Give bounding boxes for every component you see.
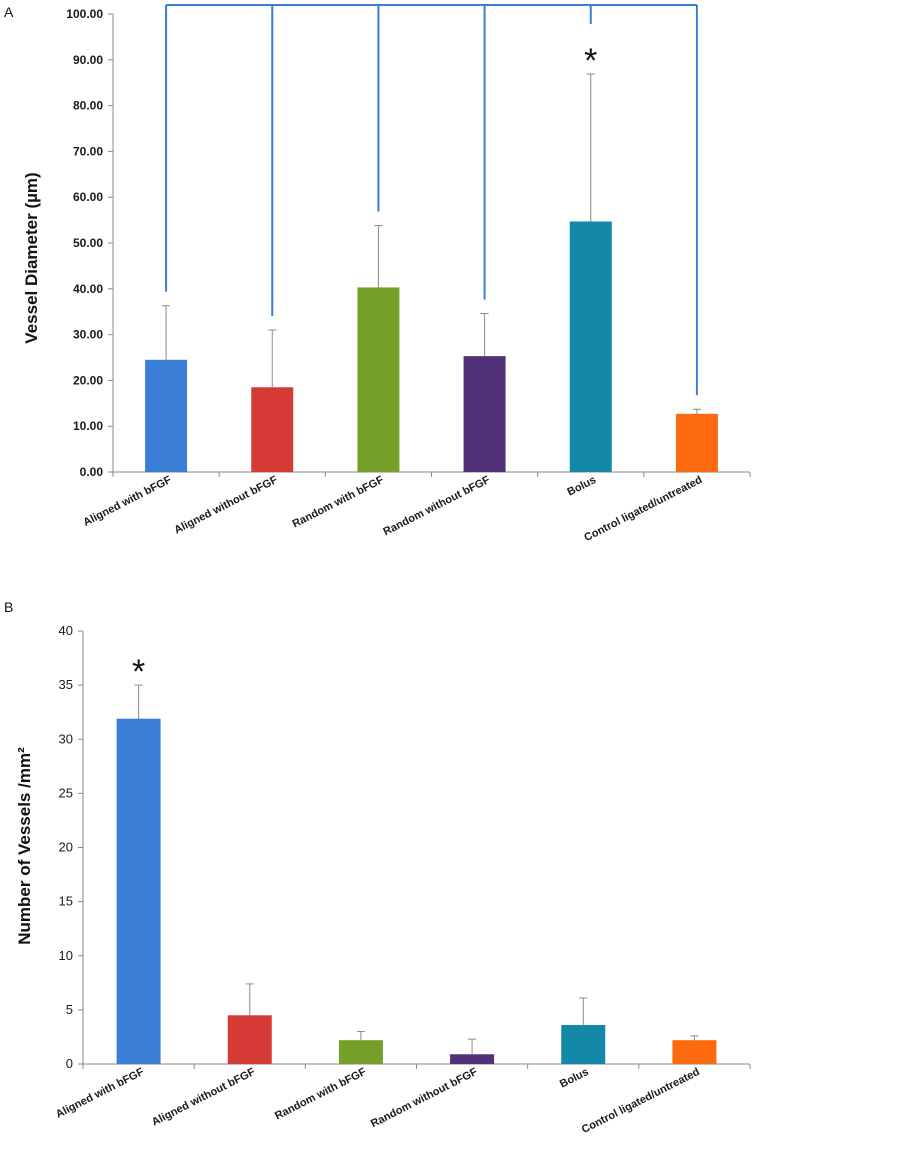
panel-b-category-label: Bolus [558,1066,591,1091]
panel-b-bar [338,1040,383,1064]
panel-b-category-label: Control ligated/untreated [580,1066,702,1136]
panel-a-bar [463,356,506,472]
panel-a-y-tick-label: 20.00 [73,373,103,387]
panel-b-y-tick-label: 35 [59,677,73,692]
panel-a-category-label: Random with bFGF [290,474,386,531]
panel-a-significance-marker: * [584,42,597,80]
panel-a-y-tick-label: 80.00 [73,99,103,113]
panel-b-bar [227,1015,272,1064]
panel-a-category-label: Bolus [565,474,598,499]
panel-b-y-tick-label: 25 [59,785,73,800]
panel-a-y-tick-label: 90.00 [73,53,103,67]
panel-b-category-label: Aligned without bFGF [150,1066,257,1129]
panel-a-y-tick-label: 30.00 [73,328,103,342]
panel-b-category-label: Aligned with bFGF [54,1066,146,1121]
panel-b-y-tick-label: 0 [66,1056,73,1071]
panel-a-y-tick-label: 40.00 [73,282,103,296]
panel-b-y-tick-label: 40 [59,623,73,638]
panel-b-label: B [4,599,13,615]
panel-b-category-label: Random without bFGF [369,1066,480,1130]
panel-a-category-label: Aligned with bFGF [81,474,173,529]
panel-b-y-tick-label: 5 [66,1002,73,1017]
panel-a-y-tick-label: 70.00 [73,144,103,158]
panel-b-bar [116,718,161,1064]
panel-a-y-tick-label: 10.00 [73,419,103,433]
panel-a-chart: A Vessel Diameter (µm) 0.00 10.00 20.00 30.… [4,4,751,544]
panel-a-label: A [4,4,14,20]
panel-b-significance-marker: * [132,653,145,691]
panel-b-bar [672,1040,717,1064]
panel-a-y-tick-label: 60.00 [73,190,103,204]
panel-b-y-axis-label: Number of Vessels /mm² [15,747,34,945]
panel-a-category-label: Aligned without bFGF [172,474,279,537]
panel-b-bar [450,1054,495,1064]
panel-b-y-tick-label: 30 [59,731,73,746]
panel-a-bar [145,359,188,472]
panel-b-bar [561,1025,606,1064]
panel-a-bar [675,413,718,472]
panel-a-y-tick-label: 0.00 [80,465,104,479]
panel-b-y-tick-label: 10 [59,948,73,963]
panel-b-y-tick-label: 20 [59,840,73,855]
panel-b-category-label: Random with bFGF [273,1066,369,1123]
panel-a-bar [357,287,400,472]
panel-a-bar [251,387,294,472]
panel-b-y-tick-label: 15 [59,894,73,909]
panel-a-category-label: Random without bFGF [381,474,492,538]
panel-a-bar [569,221,612,472]
panel-a-y-tick-label: 50.00 [73,236,103,250]
panel-a-category-label: Control ligated/untreated [582,474,704,544]
panel-b-chart: B Number of Vessels /mm² 0 5 10 15 20 25 30 35 4… [4,599,751,1136]
panel-a-y-axis-label: Vessel Diameter (µm) [22,172,41,343]
panel-a-y-tick-label: 100.00 [66,7,103,21]
